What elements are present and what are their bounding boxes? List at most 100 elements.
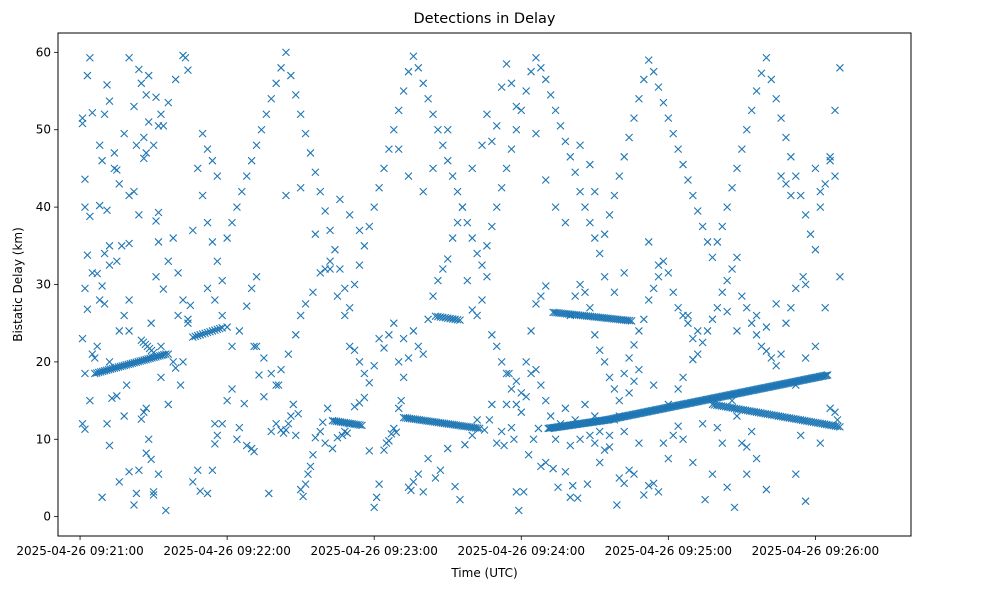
data-point (147, 455, 156, 464)
data-point (816, 439, 825, 448)
x-tick-label: 2025-04-26 09:25:00 (605, 544, 732, 558)
data-point (100, 299, 109, 308)
data-point (233, 435, 241, 444)
data-point (620, 369, 629, 378)
data-point (157, 373, 165, 382)
data-point (137, 415, 146, 424)
data-point (635, 94, 643, 103)
data-point (713, 238, 722, 246)
data-point (527, 67, 535, 76)
data-point (443, 255, 452, 263)
data-point (419, 488, 428, 496)
data-point (512, 125, 521, 134)
data-point (139, 408, 148, 417)
data-point (674, 385, 683, 393)
data-point (424, 315, 433, 324)
data-point (333, 292, 342, 300)
data-point (228, 385, 236, 393)
data-point (98, 156, 107, 165)
data-point (576, 435, 584, 444)
data-point (159, 350, 168, 359)
data-point (492, 121, 501, 130)
data-point (507, 145, 516, 153)
data-point (684, 176, 692, 184)
data-point (762, 347, 771, 355)
data-point (620, 427, 629, 436)
data-point (620, 152, 629, 161)
data-point (453, 218, 462, 227)
data-point (407, 486, 415, 495)
data-point (203, 284, 212, 293)
data-point (355, 226, 364, 235)
data-point (81, 369, 89, 378)
data-point (669, 288, 678, 297)
data-point (139, 133, 148, 142)
data-point (630, 114, 638, 123)
data-point (355, 261, 364, 270)
data-point (799, 272, 808, 281)
data-point (723, 483, 732, 492)
data-point (644, 238, 653, 246)
data-point (679, 373, 687, 382)
data-point (669, 129, 678, 138)
data-point (272, 79, 281, 88)
data-point (549, 464, 558, 473)
data-point (385, 330, 393, 339)
data-point (625, 316, 634, 325)
data-point (821, 180, 830, 188)
data-point (831, 106, 839, 115)
data-point (419, 187, 428, 196)
data-point (674, 422, 683, 431)
data-point (237, 187, 246, 196)
data-point (154, 470, 163, 478)
data-point (762, 485, 771, 494)
data-point (179, 296, 187, 304)
data-point (203, 328, 212, 337)
data-point (674, 303, 683, 312)
data-point (203, 218, 212, 227)
data-point (674, 145, 683, 153)
data-point (272, 381, 281, 389)
data-point (345, 303, 354, 312)
data-point (159, 285, 168, 294)
data-point (196, 330, 205, 339)
data-point (144, 71, 153, 80)
data-point (615, 396, 624, 405)
data-point (223, 234, 232, 242)
chart-title: Detections in Delay (413, 11, 555, 27)
data-point (475, 424, 484, 433)
data-point (414, 342, 423, 351)
data-point (193, 466, 202, 475)
data-point (512, 488, 521, 496)
data-point (161, 350, 170, 359)
data-point (110, 149, 119, 157)
data-point (350, 402, 359, 411)
data-point (147, 319, 156, 328)
y-tick-label: 60 (36, 45, 51, 59)
data-point (85, 212, 94, 221)
data-point (397, 396, 406, 405)
data-point (595, 249, 604, 258)
data-point (551, 435, 560, 444)
data-point (306, 149, 315, 157)
data-point (186, 301, 195, 310)
data-point (659, 439, 668, 448)
data-point (473, 311, 482, 320)
data-point (787, 303, 795, 312)
data-point (311, 230, 320, 239)
data-point (157, 110, 165, 119)
data-point (693, 327, 702, 335)
data-point (149, 348, 158, 357)
data-point (796, 431, 805, 440)
data-point (747, 427, 756, 436)
data-point (93, 342, 102, 351)
data-point (424, 454, 433, 463)
data-point (358, 421, 366, 430)
data-point (255, 371, 263, 379)
data-point (693, 207, 702, 215)
data-point (223, 396, 232, 405)
data-point (497, 83, 506, 92)
data-point (649, 479, 658, 488)
data-point (532, 53, 540, 62)
data-point (267, 369, 276, 378)
